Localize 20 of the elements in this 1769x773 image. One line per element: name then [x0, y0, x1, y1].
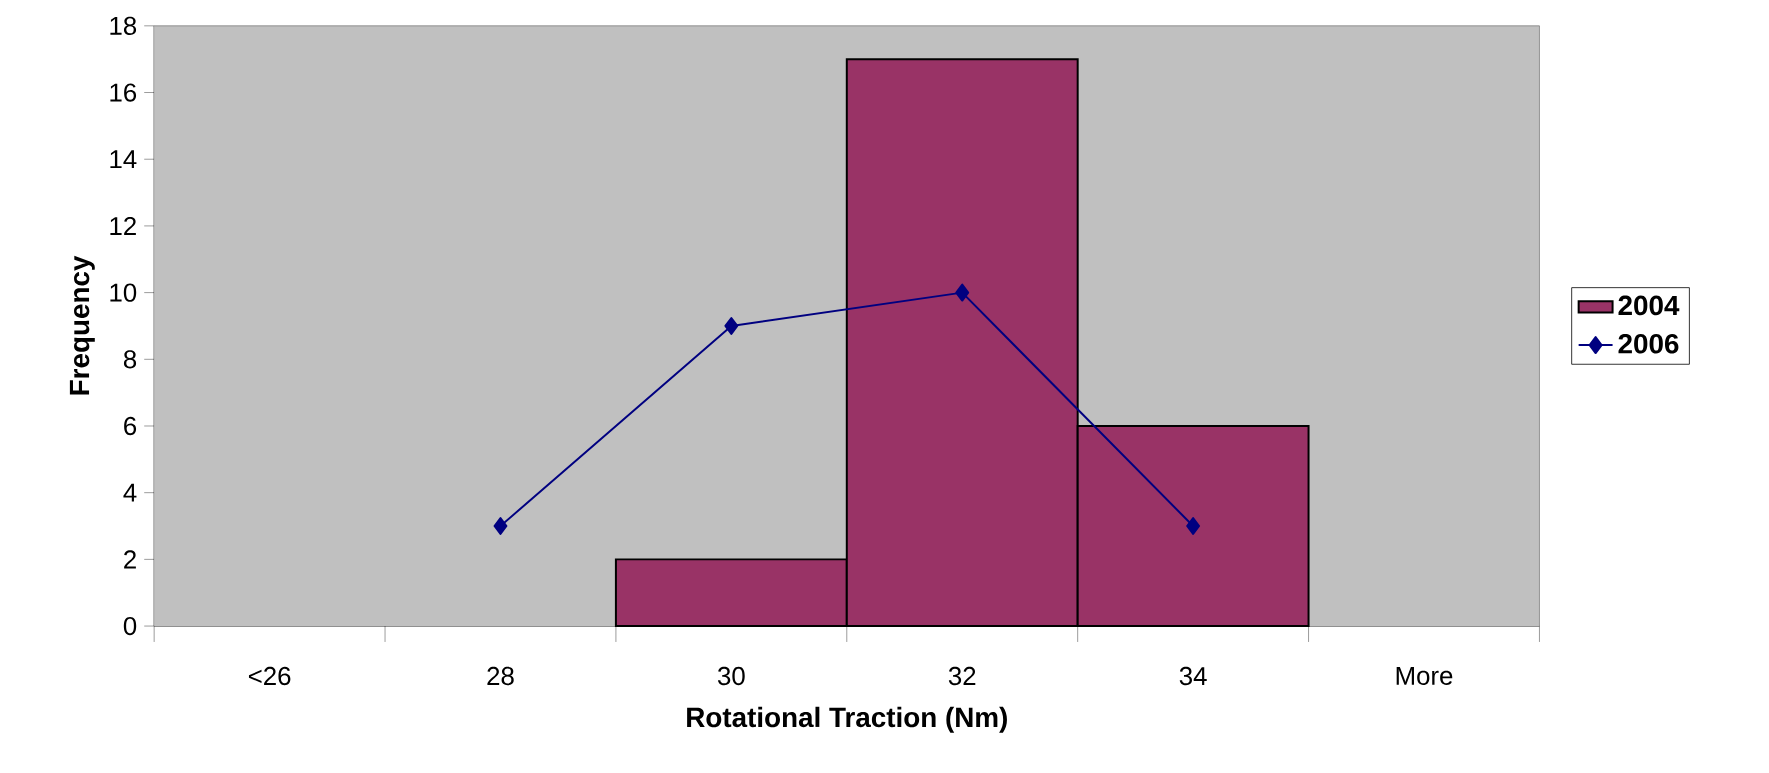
- y-tick-label: 2: [124, 550, 136, 569]
- x-tick-label: More: [1396, 666, 1453, 685]
- legend-label: 2006: [1618, 333, 1679, 354]
- y-axis-title: Frequency: [69, 255, 95, 395]
- legend-label: 2004: [1618, 295, 1680, 316]
- y-tick-label: 18: [110, 16, 137, 35]
- x-tick-label: 30: [717, 666, 745, 686]
- y-tick-label: 8: [123, 350, 137, 369]
- y-tick-label: 14: [110, 150, 137, 169]
- x-tick-label: <26: [248, 666, 291, 686]
- y-tick-label: 10: [110, 283, 137, 302]
- x-tick-label: 32: [948, 666, 976, 686]
- y-tick-label: 16: [110, 83, 137, 102]
- x-tick-label: 28: [487, 666, 514, 686]
- y-tick-label: 4: [123, 483, 137, 502]
- y-tick-label: 0: [123, 616, 137, 636]
- y-tick-label: 12: [110, 216, 136, 235]
- x-tick-label: 34: [1179, 666, 1207, 686]
- y-tick-label: 6: [124, 416, 137, 436]
- x-axis-title: Rotational Traction (Nm): [687, 706, 1007, 733]
